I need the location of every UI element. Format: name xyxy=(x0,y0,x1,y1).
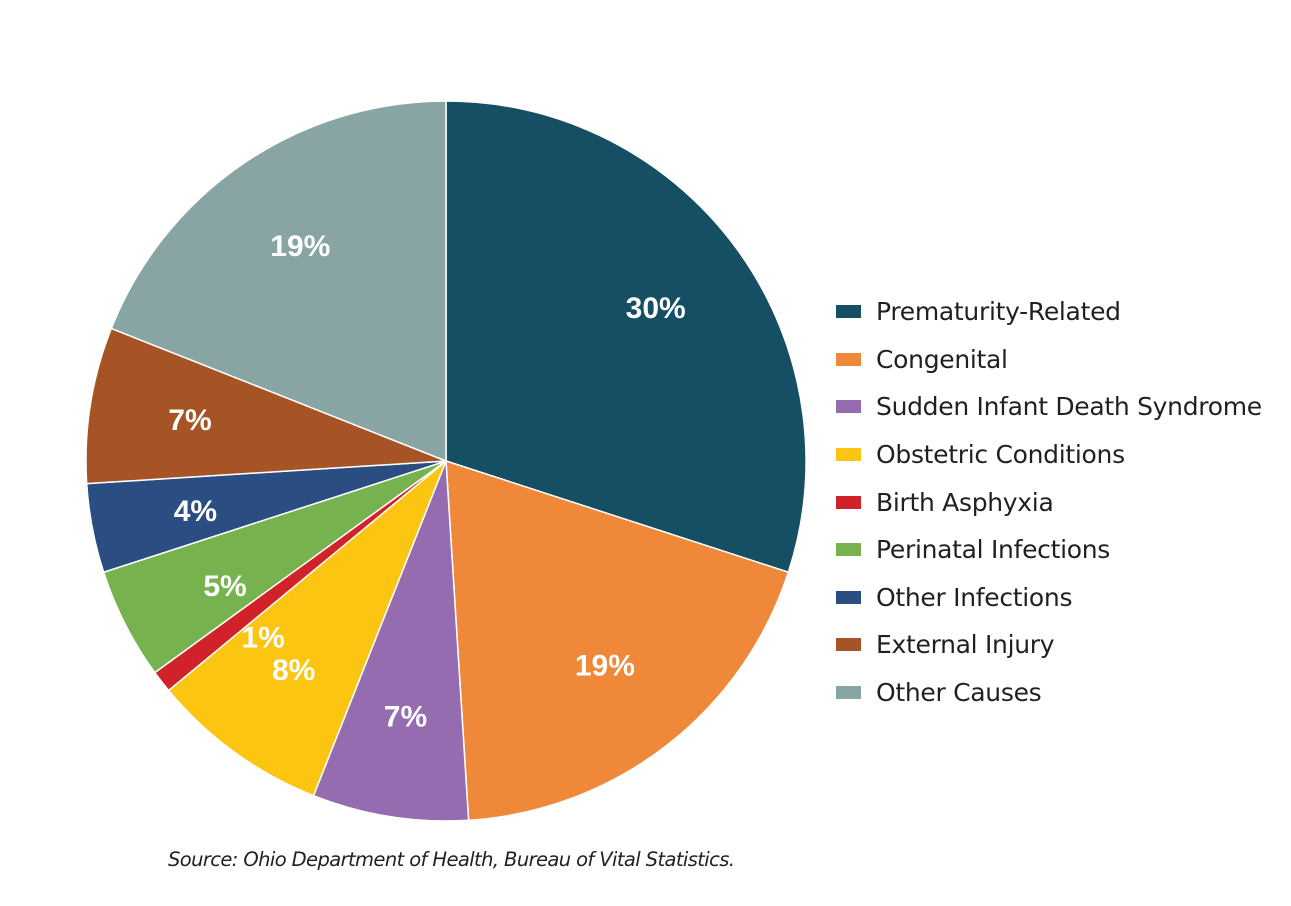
pie-slices xyxy=(85,100,807,822)
pie-slice-label-birth-asphyxia: 1% xyxy=(242,621,285,654)
pie-slice-label-other-causes: 19% xyxy=(270,230,330,263)
legend: Prematurity-Related Congenital Sudden Infa… xyxy=(836,288,1262,716)
legend-swatch xyxy=(836,686,861,700)
pie-slice-congenital xyxy=(445,459,790,822)
pie-slice-label-external-injury: 7% xyxy=(168,404,211,437)
legend-swatch xyxy=(836,638,861,652)
pie-slice-prematurity-related xyxy=(445,100,807,574)
pie-slice-label-obstetric-conditions: 8% xyxy=(272,654,315,687)
pie-slice-external-injury xyxy=(85,327,447,485)
legend-swatch xyxy=(836,305,861,319)
legend-item-sudden-infant-death-syndrome: Sudden Infant Death Syndrome xyxy=(836,383,1262,431)
legend-swatch xyxy=(836,543,861,557)
legend-swatch xyxy=(836,448,861,462)
legend-label: Other Infections xyxy=(876,582,1073,612)
pie-slice-label-congenital: 19% xyxy=(575,649,635,682)
legend-label: Birth Asphyxia xyxy=(876,487,1054,517)
legend-label: Perinatal Infections xyxy=(876,535,1111,565)
legend-item-other-causes: Other Causes xyxy=(836,669,1262,717)
pie-slice-label-other-infections: 4% xyxy=(174,495,217,528)
legend-item-perinatal-infections: Perinatal Infections xyxy=(836,526,1262,574)
pie-slice-labels: 30% 19% 7% 8%1% 5% 4% 7% 19% xyxy=(168,230,685,733)
legend-label: Congenital xyxy=(876,344,1008,374)
legend-item-external-injury: External Injury xyxy=(836,621,1262,669)
legend-item-birth-asphyxia: Birth Asphyxia xyxy=(836,478,1262,526)
legend-label: Obstetric Conditions xyxy=(876,440,1125,470)
legend-label: External Injury xyxy=(876,630,1055,660)
legend-item-other-infections: Other Infections xyxy=(836,574,1262,622)
pie-slice-label-perinatal-infections: 5% xyxy=(203,570,246,603)
legend-label: Other Causes xyxy=(876,678,1042,708)
legend-item-congenital: Congenital xyxy=(836,336,1262,384)
legend-item-obstetric-conditions: Obstetric Conditions xyxy=(836,431,1262,479)
legend-label: Sudden Infant Death Syndrome xyxy=(876,392,1262,422)
pie-slice-label-sudden-infant-death-syndrome: 7% xyxy=(384,701,427,734)
source-note: Source: Ohio Department of Health, Burea… xyxy=(168,848,735,871)
pie-slice-obstetric-conditions xyxy=(167,460,447,797)
legend-swatch xyxy=(836,352,861,366)
legend-item-prematurity-related: Prematurity-Related xyxy=(836,288,1262,336)
legend-label: Prematurity-Related xyxy=(876,297,1121,327)
pie-slice-sudden-infant-death-syndrome xyxy=(312,460,470,822)
pie-slice-label-prematurity-related: 30% xyxy=(626,292,686,325)
legend-swatch xyxy=(836,495,861,509)
legend-swatch xyxy=(836,400,861,414)
legend-swatch xyxy=(836,590,861,604)
pie-slice-other-causes xyxy=(110,100,447,463)
